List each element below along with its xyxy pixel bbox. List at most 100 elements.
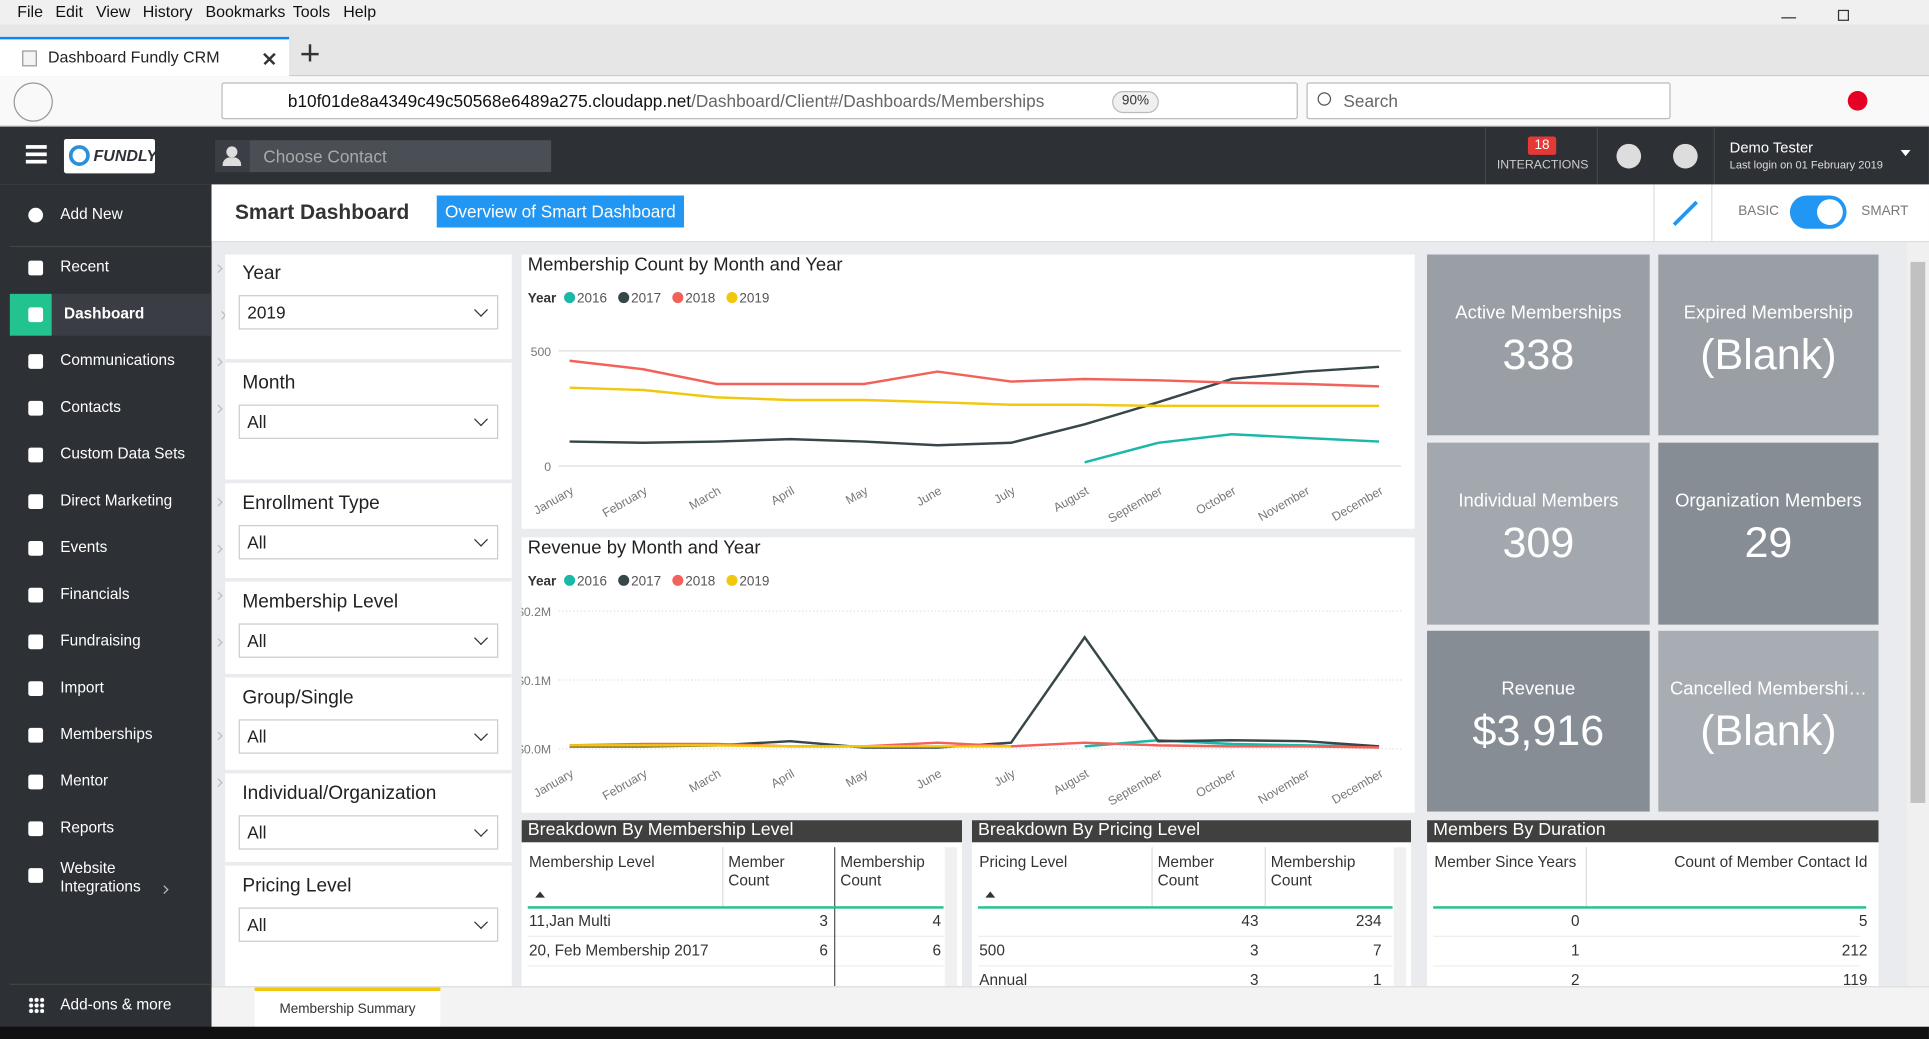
sidebar-item[interactable]: Recent: [10, 247, 223, 289]
sidebar-label: Import: [60, 678, 104, 696]
kpi-label: Expired Membership: [1683, 302, 1854, 324]
x-tick-label: November: [1256, 484, 1312, 524]
zoom-level: 90%: [1121, 93, 1150, 109]
table-cell: 0: [1571, 912, 1580, 930]
table-title-bar: Members By Duration: [1427, 820, 1879, 843]
sidebar-item[interactable]: Communications: [10, 341, 223, 383]
sidebar-footer[interactable]: Add-ons & more: [9, 983, 212, 1023]
table-scrollbar[interactable]: [1393, 847, 1407, 987]
user-menu[interactable]: Demo Tester Last login on 01 February 20…: [1713, 126, 1929, 185]
filter-dropdown[interactable]: All: [238, 525, 499, 560]
column-header[interactable]: Pricing Level: [979, 853, 1068, 871]
column-header[interactable]: Membership Level: [528, 853, 655, 871]
sidebar-item[interactable]: Direct Marketing: [10, 481, 223, 523]
column-header[interactable]: Membership Count: [1270, 853, 1356, 890]
scrollbar[interactable]: [1906, 242, 1929, 987]
menu-item[interactable]: File: [17, 2, 43, 21]
submenu-chevron: [214, 497, 223, 507]
logo[interactable]: FUNDLY: [63, 138, 157, 174]
y-tick-label: $0.2M: [522, 605, 552, 619]
kpi-card[interactable]: Revenue $3,916: [1427, 630, 1650, 812]
kpi-card[interactable]: Organization Members 29: [1658, 442, 1879, 625]
filter-dropdown[interactable]: 2019: [238, 295, 499, 330]
column-header[interactable]: Count of Member Contact Id: [1674, 853, 1868, 871]
sidebar-label: Add New: [60, 205, 123, 223]
menu-item[interactable]: History: [142, 2, 193, 21]
column-header[interactable]: Member Count: [728, 853, 785, 890]
zoom-badge[interactable]: 90%: [1112, 90, 1159, 114]
sidebar-item[interactable]: Mentor: [10, 761, 223, 803]
sidebar-item[interactable]: Custom Data Sets: [10, 434, 212, 476]
menu-item[interactable]: Edit: [55, 2, 83, 21]
menu-item[interactable]: Tools: [292, 2, 331, 21]
filter-dropdown[interactable]: All: [238, 404, 499, 439]
table-cell: 6: [932, 941, 942, 960]
legend-swatch: [618, 292, 630, 304]
scrollbar-thumb[interactable]: [1910, 261, 1926, 803]
menu-item[interactable]: Bookmarks: [205, 2, 286, 21]
column-header[interactable]: Member Count: [1157, 853, 1215, 890]
dropdown-arrow: [474, 631, 488, 646]
kpi-card[interactable]: Expired Membership (Blank): [1658, 254, 1879, 436]
mode-toggle[interactable]: [1789, 195, 1847, 229]
sidebar-item[interactable]: Contacts: [10, 387, 223, 429]
x-tick-label: September: [1106, 766, 1165, 808]
sidebar-label: Dashboard: [63, 304, 145, 323]
pinterest-icon[interactable]: [1847, 90, 1868, 111]
url-bar[interactable]: b10f01de8a4349c49c50568e6489a275.cloudap…: [221, 82, 1298, 120]
sidebar-item[interactable]: Dashboard: [9, 293, 227, 336]
contact-search[interactable]: Choose Contact: [215, 140, 552, 173]
sidebar-item[interactable]: Add New: [9, 194, 223, 248]
sidebar-item[interactable]: Events: [10, 527, 223, 569]
filter-dropdown[interactable]: All: [238, 623, 499, 658]
search-box[interactable]: Search: [1306, 82, 1671, 120]
menu-item[interactable]: Help: [343, 2, 377, 21]
sidebar-item[interactable]: Financials: [10, 574, 223, 616]
help-button[interactable]: [1673, 143, 1698, 169]
separator: [9, 245, 212, 248]
submenu-chevron: [214, 264, 223, 274]
hamburger[interactable]: [25, 145, 47, 149]
menu-item[interactable]: View: [95, 2, 131, 21]
minimize[interactable]: [1781, 17, 1797, 19]
kpi-card[interactable]: Cancelled Membershi… (Blank): [1658, 630, 1879, 812]
legend-label: 2017: [631, 290, 661, 305]
filter-label: Membership Level: [242, 591, 399, 613]
sidebar-item[interactable]: Website Integrations: [10, 855, 212, 909]
sidebar-label: Direct Marketing: [60, 491, 173, 510]
kpi-value: (Blank): [1700, 330, 1837, 379]
dropdown-arrow: [474, 915, 488, 930]
sidebar-item[interactable]: Reports: [10, 808, 212, 850]
chart-panel: Membership Count by Month and Year Year 20…: [521, 254, 1415, 529]
tab[interactable]: Dashboard Fundly CRM: [0, 36, 290, 77]
table-cell: 1: [1571, 941, 1580, 960]
interactions[interactable]: 18 INTERACTIONS: [1484, 126, 1599, 185]
filter-dropdown[interactable]: All: [238, 815, 499, 850]
sidebar-label: Events: [60, 538, 108, 556]
x-tick-label: September: [1106, 484, 1165, 526]
sidebar-item[interactable]: Memberships: [10, 714, 223, 756]
legend-title: Year: [528, 573, 557, 588]
table-cell: 4: [932, 912, 942, 930]
overview-button[interactable]: Overview of Smart Dashboard: [436, 195, 684, 228]
kpi-card[interactable]: Individual Members 309: [1427, 442, 1650, 625]
page-tab-label: Membership Summary: [279, 1002, 416, 1017]
restore[interactable]: [1837, 9, 1849, 21]
table-cell: 43: [1241, 912, 1259, 930]
kpi-card[interactable]: Active Memberships 338: [1427, 254, 1650, 436]
back-button[interactable]: [13, 82, 53, 122]
table-scrollbar[interactable]: [944, 847, 958, 987]
filter-dropdown[interactable]: All: [238, 719, 499, 754]
sidebar-item[interactable]: Import: [10, 668, 212, 710]
sidebar-item[interactable]: Fundraising: [10, 621, 223, 663]
filter-separator: [225, 577, 512, 582]
expand-button[interactable]: [1653, 184, 1713, 243]
info-button[interactable]: [1616, 143, 1642, 169]
column-header[interactable]: Member Since Years: [1434, 853, 1577, 871]
column-header[interactable]: Membership Count: [840, 853, 925, 890]
filter-dropdown[interactable]: All: [238, 907, 499, 942]
page-tab[interactable]: Membership Summary: [254, 987, 441, 1028]
submenu-chevron: [159, 885, 169, 894]
x-tick-label: June: [914, 766, 944, 792]
table-cell: 3: [1249, 971, 1259, 987]
